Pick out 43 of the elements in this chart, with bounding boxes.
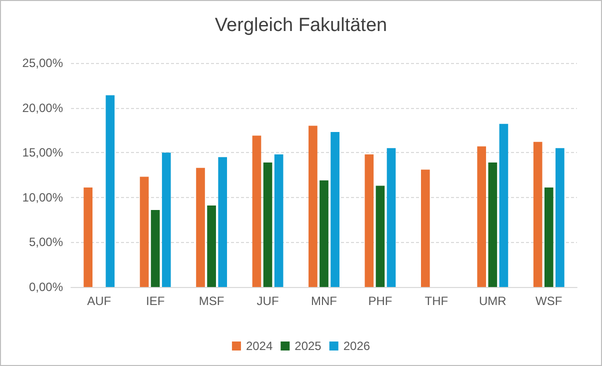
y-tick-label: 15,00%	[22, 146, 64, 160]
legend-label: 2025	[294, 339, 322, 353]
bar	[106, 95, 115, 287]
bar	[207, 205, 216, 287]
bar	[218, 157, 228, 287]
y-tick-label: 20,00%	[22, 100, 64, 115]
bar	[308, 126, 318, 287]
bar	[140, 176, 149, 287]
bar	[274, 154, 284, 287]
x-tick-label: AUF	[87, 294, 112, 308]
bar	[544, 188, 554, 287]
x-tick-label: UMR	[479, 294, 507, 308]
bar	[533, 142, 542, 287]
bar	[420, 170, 430, 287]
y-tick-label: 10,00%	[22, 190, 64, 204]
legend-label: 2026	[343, 339, 370, 353]
x-tick-label: JUF	[256, 294, 279, 308]
bar	[150, 210, 160, 287]
bar	[477, 146, 486, 287]
x-tick-label: MNF	[311, 294, 337, 308]
bar	[252, 136, 262, 287]
bar	[488, 162, 498, 287]
x-tick-label: IEF	[146, 294, 165, 308]
bar	[556, 148, 564, 287]
bar	[376, 186, 385, 287]
chart-title: Vergleich Fakultäten	[214, 15, 388, 36]
y-tick-label: 5,00%	[28, 235, 64, 250]
bar	[364, 154, 374, 287]
x-tick-label: THF	[424, 294, 448, 308]
bar	[499, 124, 508, 287]
bar	[386, 148, 396, 287]
bar	[320, 180, 328, 287]
x-tick-label: MSF	[198, 294, 224, 308]
legend-label: 2024	[246, 339, 273, 353]
x-tick-label: PHF	[368, 294, 392, 308]
bar	[263, 162, 272, 287]
x-tick-label: WSF	[536, 294, 562, 308]
bar	[330, 132, 340, 287]
y-tick-label: 25,00%	[22, 56, 64, 70]
y-tick-label: 0,00%	[28, 280, 64, 294]
bar	[162, 152, 171, 287]
bar	[196, 168, 205, 287]
bar	[84, 188, 92, 287]
